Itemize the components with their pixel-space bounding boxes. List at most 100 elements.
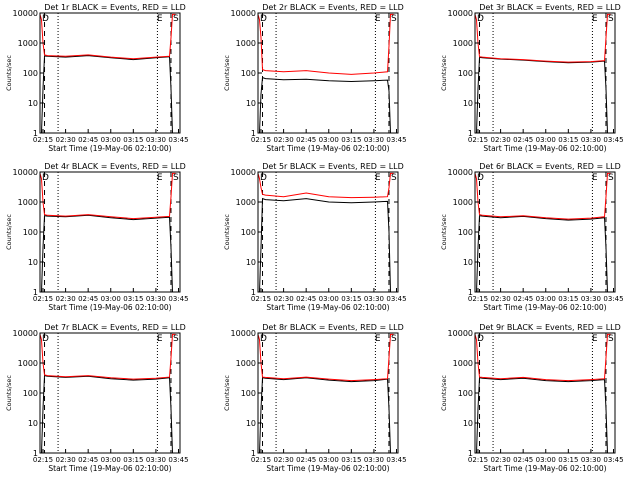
chart-panel-det7: Det 7r BLACK = Events, RED = LLD 1 10 100 10… (5, 323, 189, 473)
y-tick-label: 100 (241, 69, 256, 78)
series-line-events (258, 197, 394, 293)
chart-title: Det 1r BLACK = Events, RED = LLD (44, 3, 186, 12)
x-tick-label: 03:45 (386, 136, 406, 144)
x-tick-label: 02:30 (273, 456, 293, 464)
plot-frame (39, 332, 181, 454)
y-tick-label: 1 (33, 449, 38, 458)
x-tick-label: 02:45 (296, 456, 316, 464)
x-tick-label: 02:30 (273, 136, 293, 144)
x-axis-label: Start Time (19-May-06 02:10:00) (266, 464, 389, 473)
chart-title: Det 5r BLACK = Events, RED = LLD (262, 162, 404, 171)
x-tick-label: 02:15 (33, 456, 53, 464)
x-tick-label: 03:15 (558, 136, 578, 144)
x-tick-label: 02:45 (78, 295, 98, 303)
y-axis-label: Counts/sec (440, 375, 448, 411)
x-axis-label: Start Time (19-May-06 02:10:00) (266, 144, 389, 153)
x-tick-label: 03:45 (168, 136, 188, 144)
x-tick-label: 03:15 (341, 136, 361, 144)
x-tick-label: 02:15 (251, 456, 271, 464)
x-tick-label: 03:45 (603, 295, 623, 303)
y-tick-label: 1000 (18, 39, 38, 48)
y-tick-label: 100 (241, 389, 256, 398)
plot-frame (257, 332, 399, 454)
marker-left: D (42, 173, 49, 183)
series-line-events (475, 56, 611, 134)
marker-left: D (260, 173, 267, 183)
marker-right-s: S (608, 173, 614, 183)
series-line-events (40, 374, 176, 454)
x-tick-label: 03:15 (341, 456, 361, 464)
chart-title: Det 9r BLACK = Events, RED = LLD (479, 323, 621, 332)
y-tick-label: 1 (468, 129, 473, 138)
chart-title: Det 7r BLACK = Events, RED = LLD (44, 323, 186, 332)
y-tick-label: 10000 (448, 9, 473, 18)
marker-left: D (42, 14, 49, 24)
chart-panel-det5: Det 5r BLACK = Events, RED = LLD 1 10 100 10… (223, 162, 407, 312)
x-tick-label: 03:15 (123, 136, 143, 144)
y-tick-label: 10 (246, 258, 256, 267)
y-tick-label: 1 (33, 288, 38, 297)
y-tick-label: 10000 (231, 168, 256, 177)
x-tick-label: 03:45 (603, 456, 623, 464)
chart-panel-det4: Det 4r BLACK = Events, RED = LLD 1 10 100 10… (5, 162, 189, 312)
marker-right-e: E (592, 334, 598, 344)
marker-right-e: E (592, 14, 598, 24)
x-tick-label: 03:15 (123, 295, 143, 303)
y-tick-label: 10000 (13, 329, 38, 338)
chart-panel-det1: Det 1r BLACK = Events, RED = LLD 1 10 100 10… (5, 3, 189, 153)
x-tick-label: 03:00 (536, 136, 556, 144)
y-axis-label: Counts/sec (440, 214, 448, 250)
marker-right-s: S (608, 14, 614, 24)
y-tick-label: 100 (23, 228, 38, 237)
x-tick-label: 02:30 (55, 295, 75, 303)
y-axis-label: Counts/sec (223, 375, 231, 411)
x-tick-label: 03:45 (386, 295, 406, 303)
marker-left: D (260, 14, 267, 24)
chart-panel-det6: Det 6r BLACK = Events, RED = LLD 1 10 100 10… (440, 162, 624, 312)
x-tick-label: 02:30 (490, 136, 510, 144)
x-tick-label: 03:15 (558, 295, 578, 303)
x-tick-label: 02:45 (513, 295, 533, 303)
y-tick-label: 100 (458, 69, 473, 78)
y-axis-label: Counts/sec (5, 55, 13, 91)
x-tick-label: 03:45 (168, 295, 188, 303)
marker-right-s: S (173, 334, 179, 344)
x-tick-label: 02:45 (78, 456, 98, 464)
marker-left: D (260, 334, 267, 344)
y-tick-label: 100 (23, 69, 38, 78)
marker-right-s: S (608, 334, 614, 344)
x-tick-label: 02:30 (273, 295, 293, 303)
x-tick-label: 02:15 (251, 295, 271, 303)
y-tick-label: 1 (468, 449, 473, 458)
x-tick-label: 03:45 (386, 456, 406, 464)
y-tick-label: 10 (246, 419, 256, 428)
x-tick-label: 03:45 (168, 456, 188, 464)
chart-title: Det 3r BLACK = Events, RED = LLD (479, 3, 621, 12)
y-tick-label: 10 (28, 99, 38, 108)
series-line-lld (474, 333, 611, 382)
y-tick-label: 1000 (18, 198, 38, 207)
y-tick-label: 10000 (448, 329, 473, 338)
marker-right-e: E (375, 173, 381, 183)
y-tick-label: 1000 (236, 198, 256, 207)
marker-right-e: E (157, 334, 163, 344)
y-tick-label: 1000 (453, 359, 473, 368)
y-tick-label: 100 (458, 389, 473, 398)
y-tick-label: 100 (458, 228, 473, 237)
y-axis-label: Counts/sec (5, 214, 13, 250)
y-tick-label: 100 (23, 389, 38, 398)
x-tick-label: 03:30 (581, 456, 601, 464)
series-line-events (40, 55, 176, 134)
series-line-lld (39, 172, 176, 220)
x-tick-label: 02:15 (33, 295, 53, 303)
marker-right-s: S (391, 173, 397, 183)
series-line-events (258, 377, 394, 454)
x-tick-label: 03:00 (536, 295, 556, 303)
chart-panel-det9: Det 9r BLACK = Events, RED = LLD 1 10 100 10… (440, 323, 624, 473)
x-axis-label: Start Time (19-May-06 02:10:00) (266, 303, 389, 312)
marker-right-s: S (173, 173, 179, 183)
series-line-events (475, 377, 611, 454)
x-tick-label: 03:00 (319, 136, 339, 144)
y-tick-label: 1000 (18, 359, 38, 368)
